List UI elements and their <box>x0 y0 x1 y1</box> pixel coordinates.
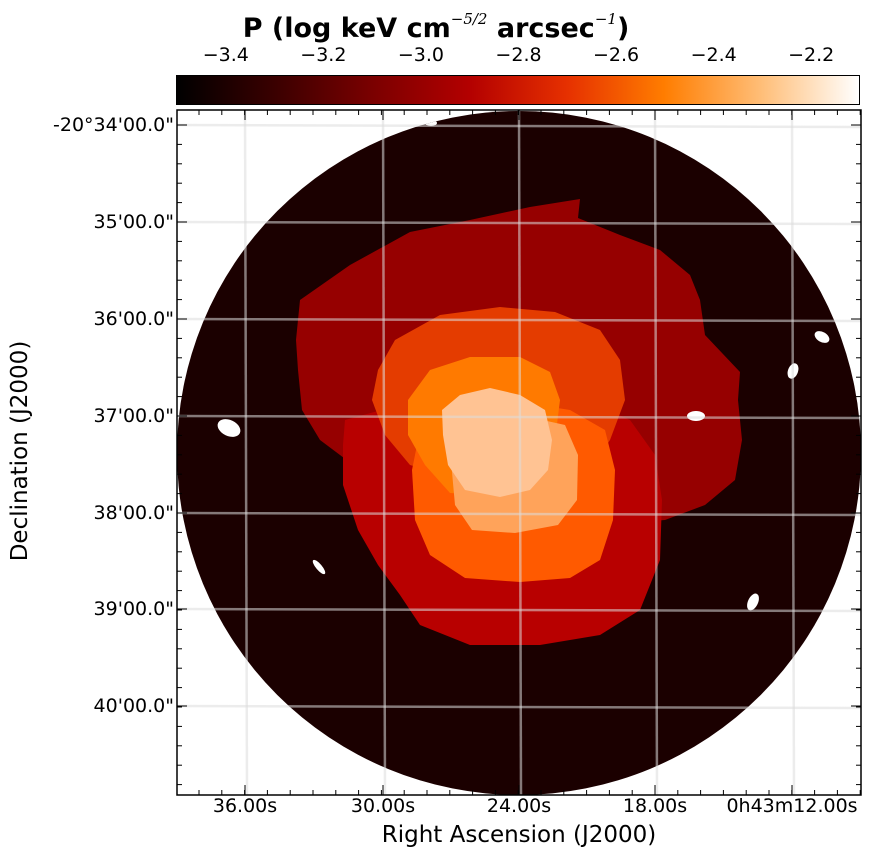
dec-grid-line <box>177 704 861 710</box>
ra-tick-label: 36.00s <box>212 795 278 817</box>
masked-source <box>217 419 241 437</box>
colorbar-tick-label: −3.0 <box>397 44 444 66</box>
colorbar-tick-label: −2.2 <box>788 44 835 66</box>
ra-tick-label: 18.00s <box>622 795 688 817</box>
colorbar-title: P (log keV cm−5/2 arcsec−1) <box>242 10 630 44</box>
dec-tick-label: 36'00.0" <box>93 308 174 330</box>
dec-grid-line <box>177 607 861 613</box>
ra-grid-line <box>517 110 523 795</box>
ra-grid-line <box>790 110 796 795</box>
y-axis-label: Declination (J2000) <box>7 340 33 562</box>
ra-grid-line <box>243 110 249 795</box>
coordinate-grid <box>177 110 861 795</box>
masked-source <box>747 593 759 611</box>
colorbar-tick-label: −2.6 <box>592 44 640 66</box>
colorbar-tick-label: −3.4 <box>202 44 249 66</box>
ra-tick-label: 30.00s <box>350 795 416 817</box>
dec-tick-label: 38'00.0" <box>93 502 174 524</box>
colorbar <box>176 75 860 105</box>
colorbar-tick-label: −2.4 <box>690 44 737 66</box>
masked-source <box>312 559 326 575</box>
ra-grid-line <box>653 110 659 795</box>
dec-tick-label: 37'00.0" <box>93 405 174 427</box>
masked-source <box>814 331 830 343</box>
ra-grid-line <box>381 110 387 795</box>
ra-tick-label: 0h43m12.00s <box>726 795 858 817</box>
masked-source <box>687 411 705 421</box>
x-axis-label: Right Ascension (J2000) <box>381 822 657 848</box>
dec-tick-label: 35'00.0" <box>93 211 174 233</box>
dec-tick-label: 39'00.0" <box>93 598 174 620</box>
dec-tick-label: -20°34'00.0" <box>53 114 174 136</box>
dec-tick-label: 40'00.0" <box>93 695 174 717</box>
colorbar-tick-label: −3.2 <box>300 44 347 66</box>
region-core <box>442 388 552 497</box>
axis-ticks <box>177 110 861 795</box>
ra-tick-label: 24.00s <box>486 795 552 817</box>
colorbar-tick-label: −2.8 <box>495 44 542 66</box>
